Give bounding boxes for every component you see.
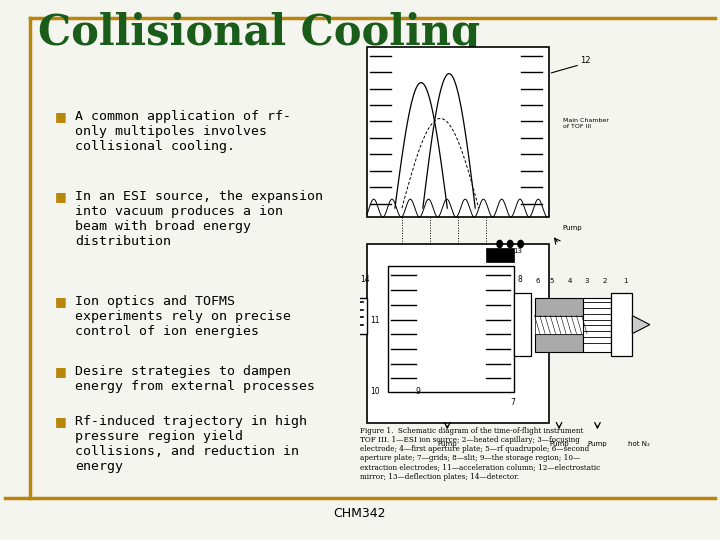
Text: CHM342: CHM342 xyxy=(334,507,386,520)
Text: 13: 13 xyxy=(513,248,523,254)
Text: 2: 2 xyxy=(602,278,607,284)
Bar xyxy=(611,293,632,356)
Text: A common application of rf-
only multipoles involves
collisional cooling.: A common application of rf- only multipo… xyxy=(75,110,291,153)
Text: 7: 7 xyxy=(510,399,515,407)
Text: 3: 3 xyxy=(585,278,589,284)
Bar xyxy=(332,298,367,334)
Bar xyxy=(583,298,611,352)
Polygon shape xyxy=(632,316,650,334)
Bar xyxy=(367,47,549,217)
Bar xyxy=(513,293,531,356)
Bar xyxy=(534,334,583,352)
Circle shape xyxy=(508,240,513,247)
Text: Rf-induced trajectory in high
pressure region yield
collisions, and reduction in: Rf-induced trajectory in high pressure r… xyxy=(75,415,307,473)
Text: ■: ■ xyxy=(55,415,67,428)
Text: ■: ■ xyxy=(55,365,67,378)
Text: 5: 5 xyxy=(550,278,554,284)
Text: 12: 12 xyxy=(580,56,590,65)
Bar xyxy=(534,316,583,334)
Text: Figure 1.  Schematic diagram of the time-of-flight instrument
TOF III. 1—ESI ion: Figure 1. Schematic diagram of the time-… xyxy=(360,427,600,481)
Text: 11: 11 xyxy=(371,316,380,325)
Text: 14: 14 xyxy=(360,275,369,285)
Text: Pump: Pump xyxy=(549,441,569,447)
Bar xyxy=(486,248,513,262)
Text: 10: 10 xyxy=(371,387,380,396)
Bar xyxy=(367,244,549,423)
Text: 8: 8 xyxy=(517,275,522,284)
Text: Collisional Cooling: Collisional Cooling xyxy=(38,12,480,55)
Text: Main Chamber
of TOF III: Main Chamber of TOF III xyxy=(562,118,608,129)
Text: Ion optics and TOFMS
experiments rely on precise
control of ion energies: Ion optics and TOFMS experiments rely on… xyxy=(75,295,291,338)
Text: ■: ■ xyxy=(55,110,67,123)
Text: Pump: Pump xyxy=(438,441,457,447)
Text: 9: 9 xyxy=(416,387,420,396)
Circle shape xyxy=(518,240,523,247)
Text: Desire strategies to dampen
energy from external processes: Desire strategies to dampen energy from … xyxy=(75,365,315,393)
Text: Pump: Pump xyxy=(562,225,582,231)
Bar xyxy=(534,298,583,316)
Text: 4: 4 xyxy=(567,278,572,284)
Text: 1: 1 xyxy=(623,278,628,284)
Text: ■: ■ xyxy=(55,190,67,203)
Text: In an ESI source, the expansion
into vacuum produces a ion
beam with broad energ: In an ESI source, the expansion into vac… xyxy=(75,190,323,248)
Text: 6: 6 xyxy=(536,278,540,284)
Bar xyxy=(388,266,513,392)
Text: hot N₂: hot N₂ xyxy=(629,441,650,447)
Text: Pump: Pump xyxy=(588,441,607,447)
Circle shape xyxy=(497,240,503,247)
Text: ■: ■ xyxy=(55,295,67,308)
